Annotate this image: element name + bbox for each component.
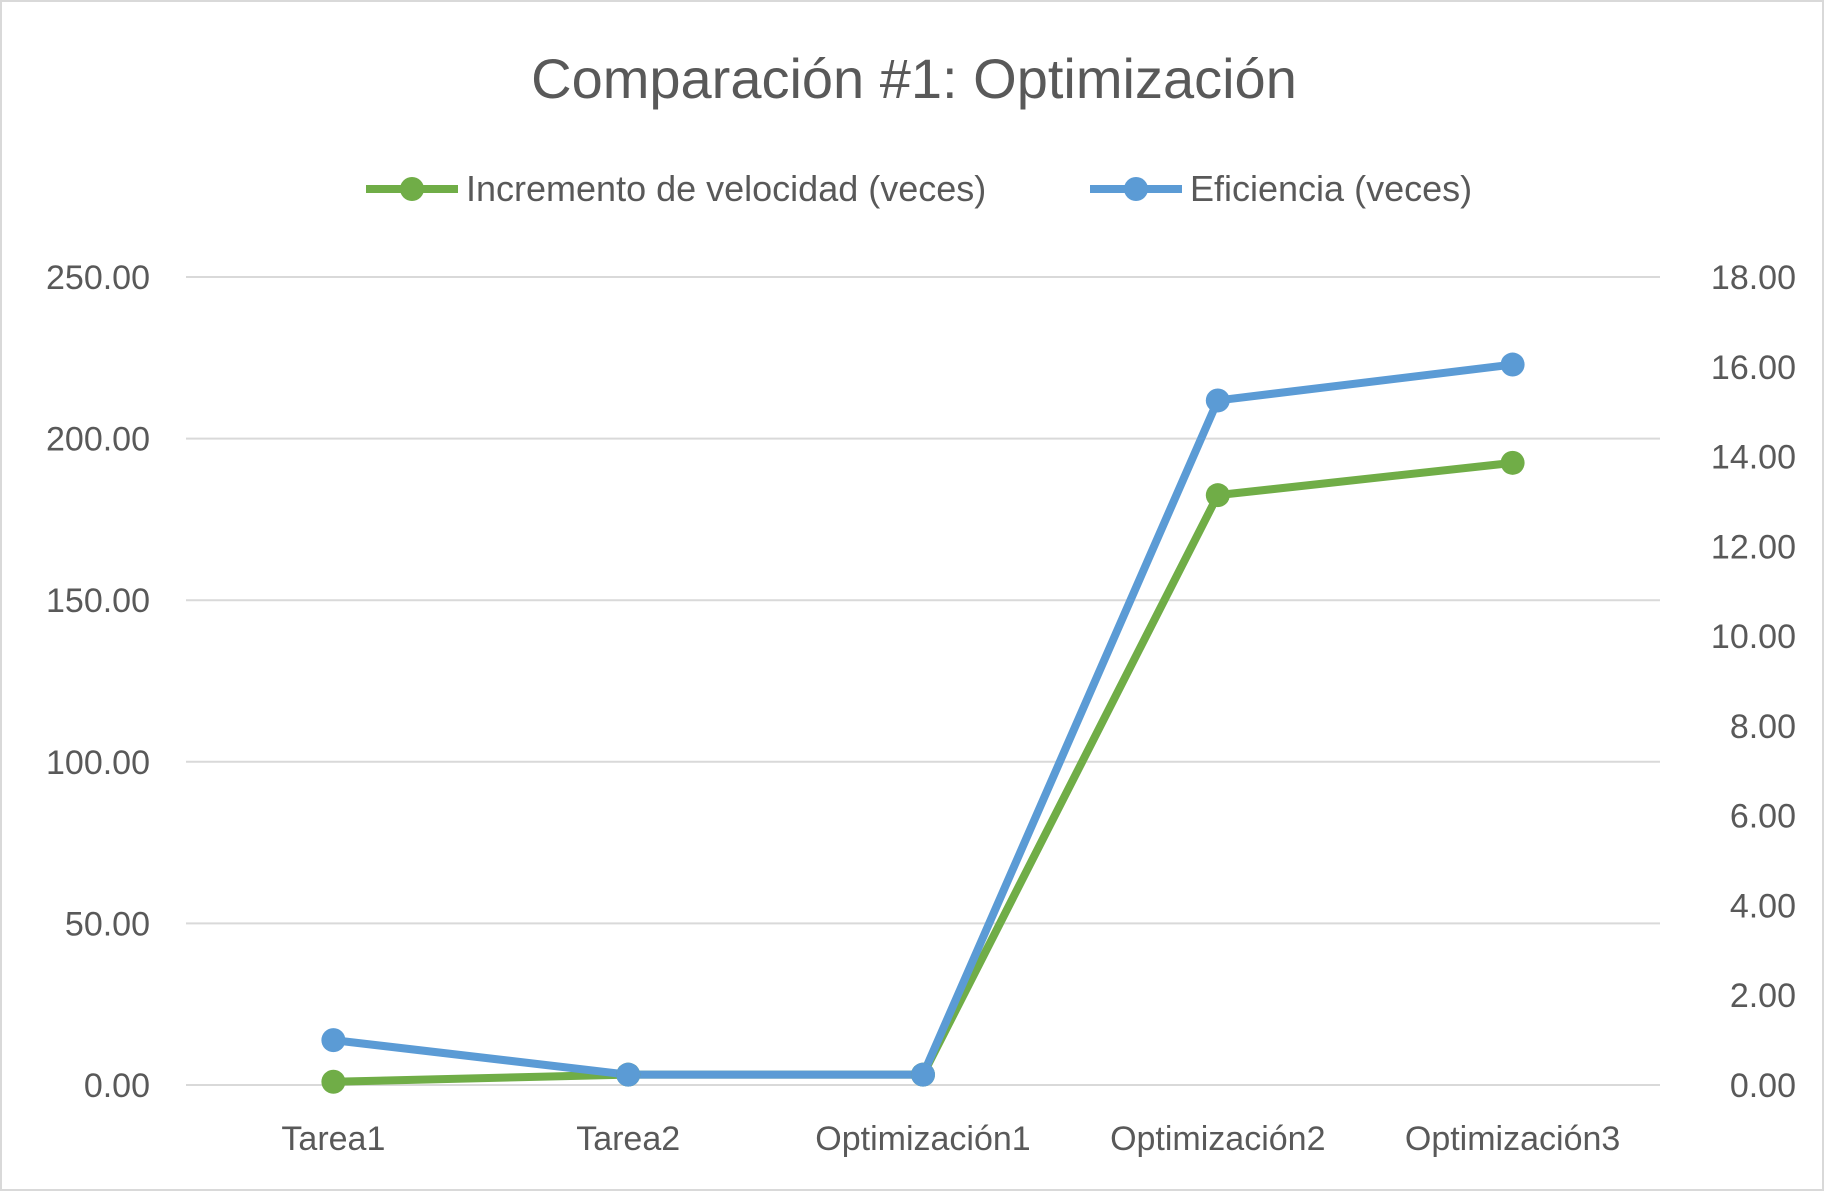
left-tick-label: 150.00 <box>46 582 150 620</box>
x-tick-label: Optimización2 <box>1110 1120 1325 1158</box>
data-point-efficiency[interactable] <box>616 1062 641 1087</box>
left-axis-ticks: 0.00 50.00 100.00 150.00 200.00 250.00 <box>46 259 150 1105</box>
legend-item-efficiency[interactable]: Eficiencia (veces) <box>1090 168 1472 209</box>
x-tick-label: Tarea1 <box>281 1120 385 1158</box>
chart-title: Comparación #1: Optimización <box>531 47 1297 110</box>
data-point-efficiency[interactable] <box>911 1062 935 1087</box>
right-tick-label: 14.00 <box>1711 439 1796 477</box>
series-lines <box>329 360 1517 1086</box>
right-axis-ticks: 0.00 2.00 4.00 6.00 8.00 10.00 12.00 14.00 16.00… <box>1711 259 1796 1105</box>
right-tick-label: 10.00 <box>1711 618 1796 656</box>
right-tick-label: 2.00 <box>1730 977 1796 1015</box>
legend-label-efficiency: Eficiencia (veces) <box>1190 168 1472 209</box>
right-tick-label: 6.00 <box>1730 798 1796 836</box>
data-point-efficiency[interactable] <box>1500 352 1525 377</box>
left-tick-label: 250.00 <box>46 259 150 297</box>
data-point-speed[interactable] <box>1500 450 1525 475</box>
right-tick-label: 0.00 <box>1730 1067 1796 1105</box>
legend-marker-efficiency <box>1124 177 1148 201</box>
series-line-efficiency <box>329 360 1517 1079</box>
x-tick-label: Optimización3 <box>1405 1120 1620 1158</box>
data-point-speed[interactable] <box>321 1069 346 1094</box>
gridlines <box>186 276 1660 1086</box>
data-point-efficiency[interactable] <box>321 1028 346 1053</box>
right-tick-label: 12.00 <box>1711 528 1796 566</box>
data-point-efficiency[interactable] <box>1205 388 1230 413</box>
x-tick-label: Tarea2 <box>576 1120 680 1158</box>
series-points <box>321 352 1525 1094</box>
x-tick-label: Optimización1 <box>815 1120 1030 1158</box>
legend-marker-speed <box>400 177 424 201</box>
legend: Incremento de velocidad (veces) Eficienc… <box>366 168 1472 209</box>
right-tick-label: 8.00 <box>1730 708 1796 746</box>
right-tick-label: 4.00 <box>1730 887 1796 925</box>
legend-label-speed: Incremento de velocidad (veces) <box>466 168 986 209</box>
right-tick-label: 16.00 <box>1711 349 1796 387</box>
right-tick-label: 18.00 <box>1711 259 1796 297</box>
left-tick-label: 0.00 <box>84 1067 150 1105</box>
series-line-speed <box>329 458 1517 1086</box>
legend-item-speed[interactable]: Incremento de velocidad (veces) <box>366 168 986 209</box>
left-tick-label: 200.00 <box>46 421 150 459</box>
left-tick-label: 50.00 <box>65 905 150 943</box>
left-tick-label: 100.00 <box>46 744 150 782</box>
x-axis-ticks: Tarea1 Tarea2 Optimización1 Optimización2 Op… <box>281 1120 1620 1158</box>
data-point-speed[interactable] <box>1205 483 1230 508</box>
